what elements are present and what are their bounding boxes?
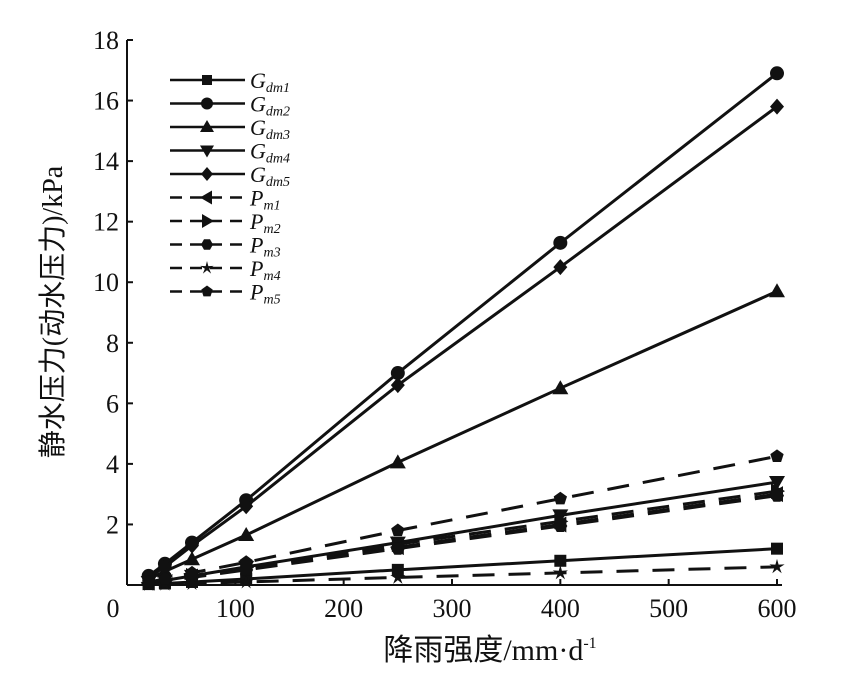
pentagon-marker xyxy=(770,449,784,462)
hexagon-marker xyxy=(553,519,568,533)
star-marker xyxy=(200,261,214,274)
triangle-up-marker xyxy=(184,551,200,566)
x-tick-label: 100 xyxy=(216,594,255,623)
circle-marker xyxy=(770,66,784,81)
x-axis-label: 降雨强度/mm·d-1 xyxy=(383,634,596,667)
square-marker xyxy=(554,554,567,567)
circle-marker xyxy=(390,366,405,381)
y-tick-label: 18 xyxy=(93,26,119,55)
triangle-up-marker xyxy=(238,527,255,542)
hexagon-marker xyxy=(390,542,405,555)
triangle-up-marker xyxy=(200,120,214,132)
x-tick-label: 400 xyxy=(541,594,580,623)
y-tick-label: 2 xyxy=(106,510,119,539)
pentagon-marker xyxy=(553,491,567,505)
y-tick-label: 16 xyxy=(93,87,119,116)
y-tick-label: 4 xyxy=(106,450,119,479)
triangle-down-marker xyxy=(200,145,214,158)
star-marker xyxy=(769,558,785,574)
square-marker xyxy=(202,75,212,85)
diamond-marker xyxy=(553,259,568,276)
y-tick-label: 6 xyxy=(106,389,119,418)
diamond-marker xyxy=(201,167,213,181)
triangle-right-marker xyxy=(202,214,214,228)
diamond-marker xyxy=(157,558,172,575)
triangle-left-marker xyxy=(200,190,212,205)
triangle-down-marker xyxy=(552,509,569,524)
circle-marker xyxy=(553,235,568,250)
x-tick-label: 500 xyxy=(649,594,688,623)
triangle-up-marker xyxy=(389,454,406,469)
x-tick-label: 300 xyxy=(433,594,472,623)
diamond-marker xyxy=(239,498,254,515)
diamond-marker xyxy=(770,98,784,115)
triangle-down-marker xyxy=(769,476,785,491)
hexagon-marker xyxy=(770,489,784,502)
triangle-up-marker xyxy=(769,283,785,298)
pentagon-marker xyxy=(391,523,405,537)
square-marker xyxy=(771,542,783,555)
diamond-marker xyxy=(185,537,199,554)
y-axis-label: 静水压力(动水压力)/kPa xyxy=(37,165,69,458)
x-tick-label: 0 xyxy=(107,594,120,623)
x-tick-label: 600 xyxy=(758,594,797,623)
pentagon-marker xyxy=(142,574,156,588)
diamond-marker xyxy=(390,377,405,394)
star-marker xyxy=(390,569,406,584)
hexagon-marker xyxy=(201,239,213,250)
star-marker xyxy=(552,564,568,580)
circle-marker xyxy=(201,97,213,110)
star-marker xyxy=(238,573,254,589)
legend-label: Pm5 xyxy=(249,280,281,308)
star-marker xyxy=(184,575,200,590)
pentagon-marker xyxy=(201,285,213,297)
pentagon-marker xyxy=(239,555,253,568)
y-tick-label: 12 xyxy=(93,208,119,237)
pentagon-marker xyxy=(185,565,199,579)
pentagon-marker xyxy=(158,571,172,585)
y-tick-label: 14 xyxy=(93,147,119,176)
y-tick-label: 10 xyxy=(93,268,119,297)
triangle-up-marker xyxy=(552,380,569,395)
y-tick-label: 8 xyxy=(106,329,119,358)
x-tick-label: 200 xyxy=(324,594,363,623)
